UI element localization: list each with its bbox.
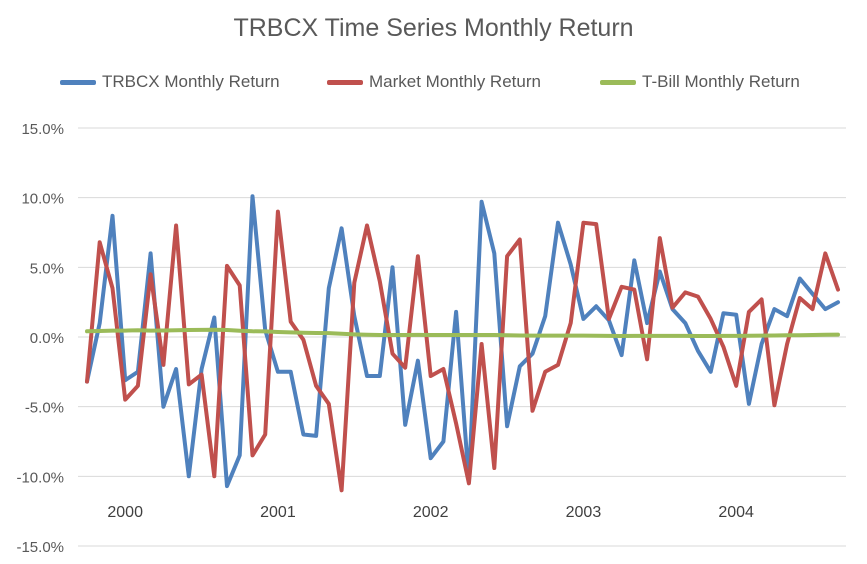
legend-swatch-tbill: [600, 79, 636, 85]
series-line-1: [85, 209, 840, 493]
y-tick-label: 5.0%: [30, 260, 64, 277]
y-tick-label: -10.0%: [16, 469, 64, 486]
legend: TRBCX Monthly Return Market Monthly Retu…: [0, 72, 867, 98]
y-tick-label: 0.0%: [30, 330, 64, 347]
x-year-label: 2004: [718, 504, 754, 521]
y-tick-label: -5.0%: [25, 400, 64, 417]
x-year-label: 2000: [107, 504, 143, 521]
legend-item-tbill: T-Bill Monthly Return: [600, 72, 800, 92]
legend-label-market: Market Monthly Return: [369, 72, 541, 91]
legend-label-trbcx: TRBCX Monthly Return: [102, 72, 280, 91]
y-tick-label: 10.0%: [21, 191, 64, 208]
legend-swatch-market: [327, 79, 363, 85]
y-tick-label: 15.0%: [21, 121, 64, 138]
legend-label-tbill: T-Bill Monthly Return: [642, 72, 800, 91]
series-line-2: [85, 327, 840, 338]
series-line-0: [85, 194, 840, 489]
legend-swatch-trbcx: [60, 79, 96, 85]
x-year-label: 2001: [260, 504, 296, 521]
legend-item-trbcx: TRBCX Monthly Return: [60, 72, 280, 92]
chart-title: TRBCX Time Series Monthly Return: [233, 14, 634, 42]
x-year-label: 2003: [566, 504, 602, 521]
x-year-label: 2002: [413, 504, 449, 521]
legend-item-market: Market Monthly Return: [327, 72, 541, 92]
y-tick-label: -15.0%: [16, 539, 64, 556]
